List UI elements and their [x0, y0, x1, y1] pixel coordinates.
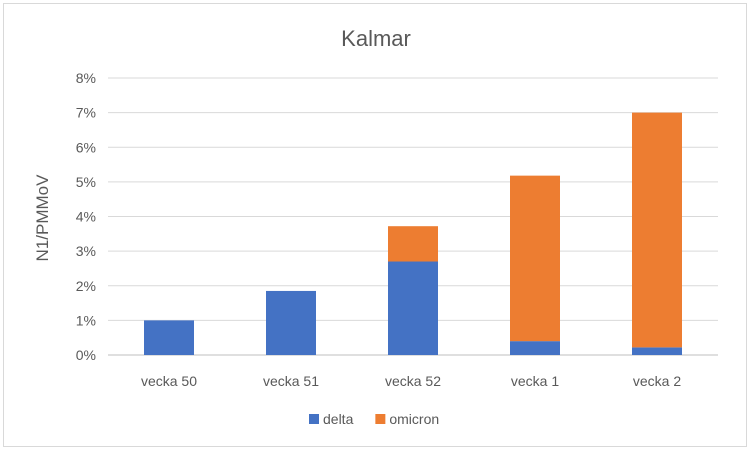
y-tick-label: 3%: [76, 243, 96, 259]
y-tick-label: 2%: [76, 278, 96, 294]
legend-label-omicron: omicron: [389, 411, 439, 427]
chart-frame: [3, 3, 747, 447]
bar-omicron: [388, 226, 438, 262]
bar-delta: [266, 290, 316, 355]
legend: delta omicron: [309, 411, 439, 427]
bars: [144, 112, 682, 355]
x-tick-label: vecka 52: [385, 373, 441, 389]
y-axis-label: N1/PMMoV: [33, 174, 52, 262]
bar-omicron: [632, 112, 682, 348]
y-tick-label: 0%: [76, 347, 96, 363]
y-axis-ticks: 0% 1% 2% 3% 4% 5% 6% 7% 8%: [76, 70, 96, 363]
y-tick-label: 7%: [76, 105, 96, 121]
y-tick-label: 8%: [76, 70, 96, 86]
y-tick-label: 4%: [76, 209, 96, 225]
gridlines: [108, 77, 718, 356]
x-tick-label: vecka 1: [511, 373, 559, 389]
bar-omicron: [510, 175, 560, 342]
y-tick-label: 1%: [76, 312, 96, 328]
x-tick-label: vecka 2: [633, 373, 681, 389]
legend-label-delta: delta: [323, 411, 354, 427]
x-tick-label: vecka 50: [141, 373, 197, 389]
bar-delta: [388, 261, 438, 355]
bar-delta: [632, 347, 682, 355]
bar-delta: [144, 320, 194, 355]
chart-title: Kalmar: [341, 26, 411, 51]
x-axis-ticks: vecka 50 vecka 51 vecka 52 vecka 1 vecka 2: [141, 373, 681, 389]
legend-swatch-delta: [309, 414, 319, 424]
legend-swatch-omicron: [375, 414, 386, 424]
y-tick-label: 6%: [76, 139, 96, 155]
y-tick-label: 5%: [76, 174, 96, 190]
x-tick-label: vecka 51: [263, 373, 319, 389]
bar-delta: [510, 341, 560, 355]
